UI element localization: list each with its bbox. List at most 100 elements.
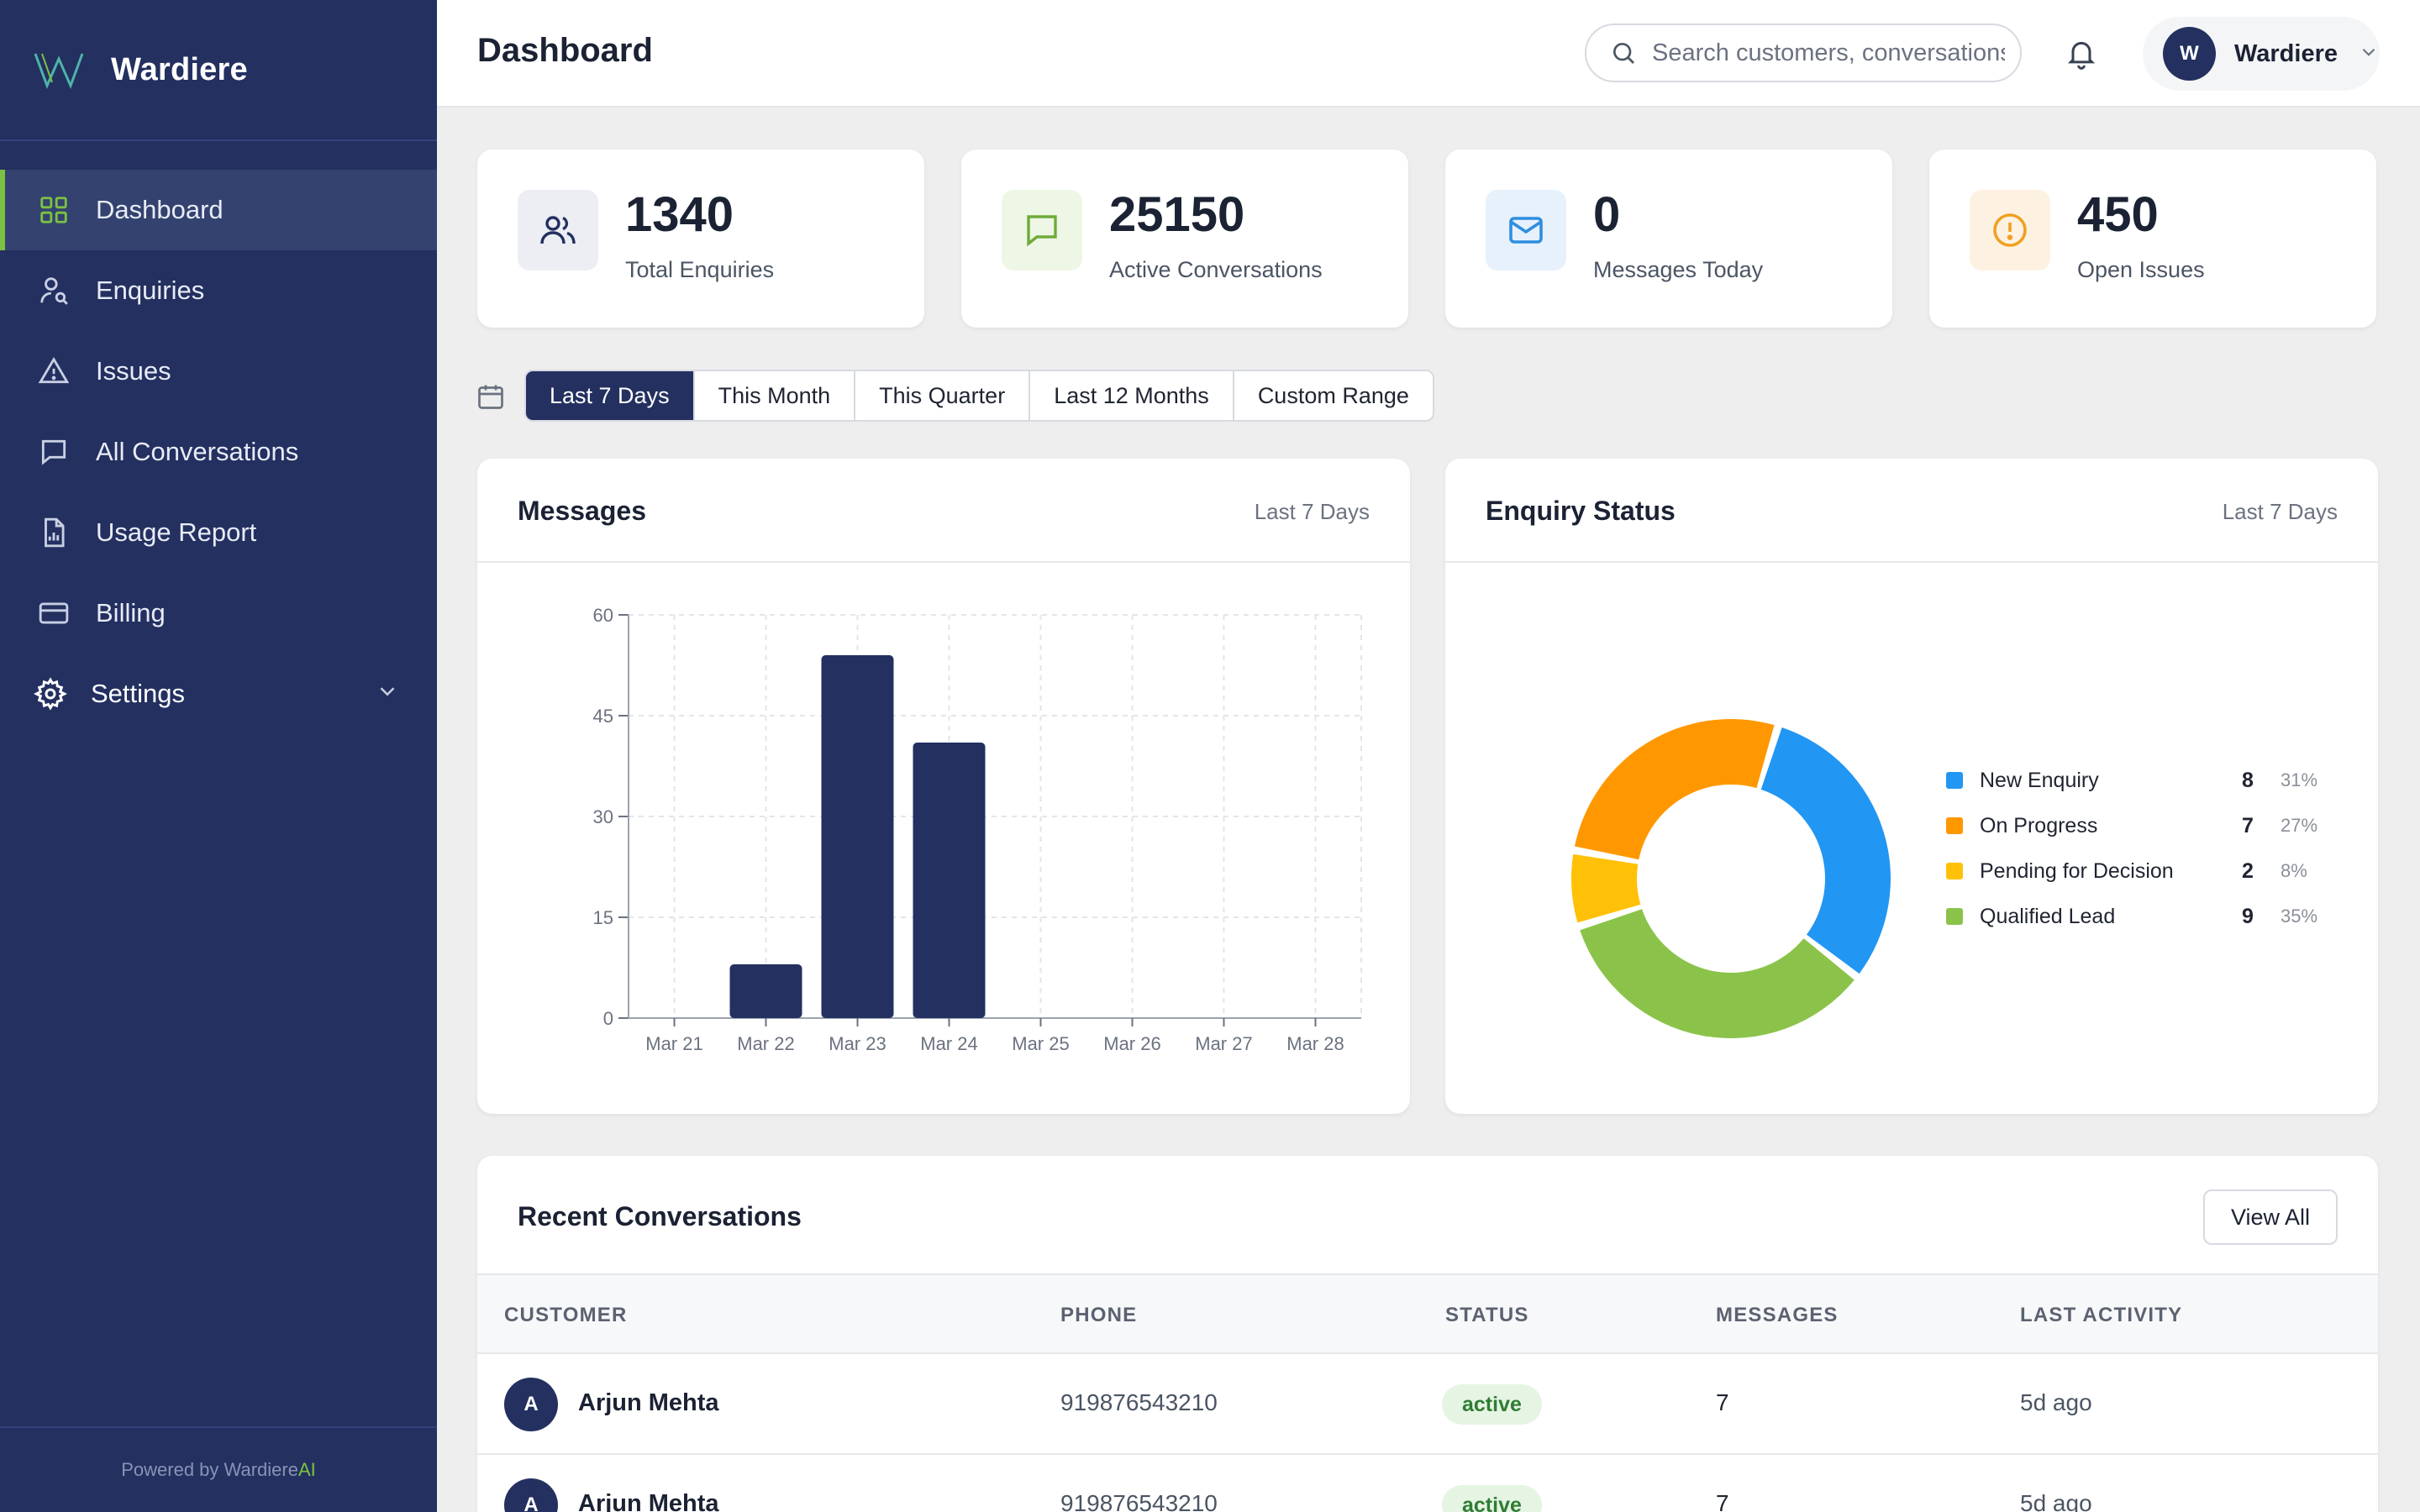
sidebar-item-label: Usage Report xyxy=(96,517,257,547)
table-row[interactable]: A Arjun Mehta 919876543210 active 7 5d a… xyxy=(477,1354,2378,1455)
view-all-button[interactable]: View All xyxy=(2203,1189,2338,1245)
wardiere-logo xyxy=(34,53,84,90)
sidebar: Wardiere Dashboard Enquiries Issues All … xyxy=(0,0,437,1512)
last-activity-cell: 5d ago xyxy=(2020,1490,2092,1512)
tab-this-quarter[interactable]: This Quarter xyxy=(855,371,1031,420)
tab-custom-range[interactable]: Custom Range xyxy=(1257,382,1409,408)
legend-label: Qualified Lead xyxy=(1980,904,2116,928)
y-tick-label: 0 xyxy=(603,1008,613,1029)
search-box[interactable] xyxy=(1585,24,2022,82)
sidebar-item-label: Issues xyxy=(96,356,171,386)
stat-card-open-issues[interactable]: 450 Open Issues xyxy=(1929,150,2376,328)
table-header: CUSTOMER PHONE STATUS MESSAGES LAST ACTI… xyxy=(477,1273,2378,1354)
customer-name: Arjun Mehta xyxy=(578,1490,719,1512)
enquiry-status-panel: Enquiry Status Last 7 Days New Enquiry 8 3… xyxy=(1445,459,2378,1114)
x-tick-label: Mar 27 xyxy=(1195,1033,1252,1054)
powered-by-text: Powered by Wardiere xyxy=(121,1459,298,1480)
legend-item[interactable]: Qualified Lead 9 35% xyxy=(1946,894,2333,939)
sidebar-item-label: All Conversations xyxy=(96,437,299,466)
legend-swatch xyxy=(1946,772,1963,789)
y-tick-label: 30 xyxy=(593,806,613,827)
column-header[interactable]: MESSAGES xyxy=(1716,1304,1839,1326)
sidebar-item-issues[interactable]: Issues xyxy=(0,331,437,412)
donut-slice[interactable] xyxy=(1571,853,1641,923)
search-icon xyxy=(1613,43,1634,64)
donut-slice[interactable] xyxy=(1760,727,1891,974)
sidebar-item-all-conversations[interactable]: All Conversations xyxy=(0,412,437,492)
tab-this-month[interactable]: This Month xyxy=(695,371,856,420)
calendar-icon xyxy=(478,385,503,409)
table-row[interactable]: A Arjun Mehta 919876543210 active 7 5d a… xyxy=(477,1455,2378,1512)
column-header[interactable]: LAST ACTIVITY xyxy=(2020,1304,2183,1326)
messages-cell: 7 xyxy=(1716,1490,1729,1512)
brand-name: Wardiere xyxy=(111,51,248,87)
sidebar-nav: Dashboard Enquiries Issues All Conversat… xyxy=(0,141,437,734)
stat-card-active-conversations[interactable]: 25150 Active Conversations xyxy=(961,150,1408,328)
stat-label: Active Conversations xyxy=(1109,257,1323,282)
legend-percent: 35% xyxy=(2281,906,2318,927)
report-icon xyxy=(37,516,71,549)
stat-icon-bg xyxy=(1002,190,1082,270)
legend-count: 7 xyxy=(2242,813,2254,837)
bar[interactable] xyxy=(913,743,986,1018)
notifications-button[interactable] xyxy=(2060,32,2102,74)
bar[interactable] xyxy=(821,655,894,1018)
column-header[interactable]: CUSTOMER xyxy=(504,1304,628,1326)
legend-count: 8 xyxy=(2242,768,2254,792)
y-tick-label: 60 xyxy=(593,605,613,626)
search-input[interactable] xyxy=(1652,39,2005,67)
donut-legend: New Enquiry 8 31% On Progress 7 27% Pending fo… xyxy=(1946,758,2333,939)
legend-label: New Enquiry xyxy=(1980,768,2099,792)
chat-icon xyxy=(37,435,71,469)
sidebar-item-label: Dashboard xyxy=(96,195,224,224)
sidebar-item-usage-report[interactable]: Usage Report xyxy=(0,492,437,573)
tab-last-12-months[interactable]: Last 12 Months xyxy=(1030,371,1234,420)
avatar: A xyxy=(504,1478,558,1512)
status-badge: active xyxy=(1442,1485,1542,1512)
grid-icon xyxy=(37,193,71,227)
sidebar-item-billing[interactable]: Billing xyxy=(0,573,437,654)
stat-card-messages-today[interactable]: 0 Messages Today xyxy=(1445,150,1892,328)
legend-item[interactable]: Pending for Decision 2 8% xyxy=(1946,848,2333,894)
sidebar-item-enquiries[interactable]: Enquiries xyxy=(0,250,437,331)
sidebar-item-label: Enquiries xyxy=(96,276,205,305)
stat-card-total-enquiries[interactable]: 1340 Total Enquiries xyxy=(477,150,924,328)
stat-value: 1340 xyxy=(625,187,734,242)
panel-header: Messages Last 7 Days xyxy=(477,459,1410,563)
recent-conversations-panel: Recent Conversations View All CUSTOMER P… xyxy=(477,1156,2378,1512)
panel-header: Enquiry Status Last 7 Days xyxy=(1445,459,2378,563)
x-tick-label: Mar 22 xyxy=(737,1033,794,1054)
legend-percent: 31% xyxy=(2281,769,2318,790)
panel-range: Last 7 Days xyxy=(2222,499,2338,524)
legend-item[interactable]: On Progress 7 27% xyxy=(1946,803,2333,848)
user-search-icon xyxy=(37,274,71,307)
powered-by: Powered by Wardiere AI xyxy=(0,1426,437,1512)
user-menu[interactable]: W Wardiere xyxy=(2143,17,2380,91)
legend-label: On Progress xyxy=(1980,813,2098,837)
x-tick-label: Mar 26 xyxy=(1103,1033,1160,1054)
stat-icon-bg xyxy=(1486,190,1566,270)
chevron-down-icon[interactable] xyxy=(375,679,400,711)
donut-slice[interactable] xyxy=(1580,909,1854,1038)
user-name: Wardiere xyxy=(2233,39,2338,67)
legend-count: 9 xyxy=(2242,904,2254,928)
top-header: Dashboard W Wardiere xyxy=(437,0,2420,108)
legend-swatch xyxy=(1946,863,1963,879)
donut-slice[interactable] xyxy=(1574,719,1775,860)
y-tick-label: 45 xyxy=(593,706,613,727)
brand[interactable]: Wardiere xyxy=(0,0,437,141)
legend-swatch xyxy=(1946,817,1963,834)
chat-icon xyxy=(1027,215,1057,247)
column-header[interactable]: STATUS xyxy=(1445,1304,1529,1326)
tab-last-7-days[interactable]: Last 7 Days xyxy=(526,371,695,420)
messages-bar-chart: 0 15 30 45 60 Mar 21 Mar 22 Mar 23 Mar 24 Mar 25 M… xyxy=(593,605,1362,1054)
x-tick-label: Mar 25 xyxy=(1012,1033,1069,1054)
x-tick-label: Mar 28 xyxy=(1286,1033,1344,1054)
sidebar-item-dashboard[interactable]: Dashboard xyxy=(0,170,437,250)
customer-name: Arjun Mehta xyxy=(578,1389,719,1416)
avatar: A xyxy=(504,1378,558,1431)
bar[interactable] xyxy=(729,964,802,1018)
column-header[interactable]: PHONE xyxy=(1060,1304,1138,1326)
legend-item[interactable]: New Enquiry 8 31% xyxy=(1946,758,2333,803)
sidebar-item-settings[interactable]: Settings xyxy=(0,654,437,734)
